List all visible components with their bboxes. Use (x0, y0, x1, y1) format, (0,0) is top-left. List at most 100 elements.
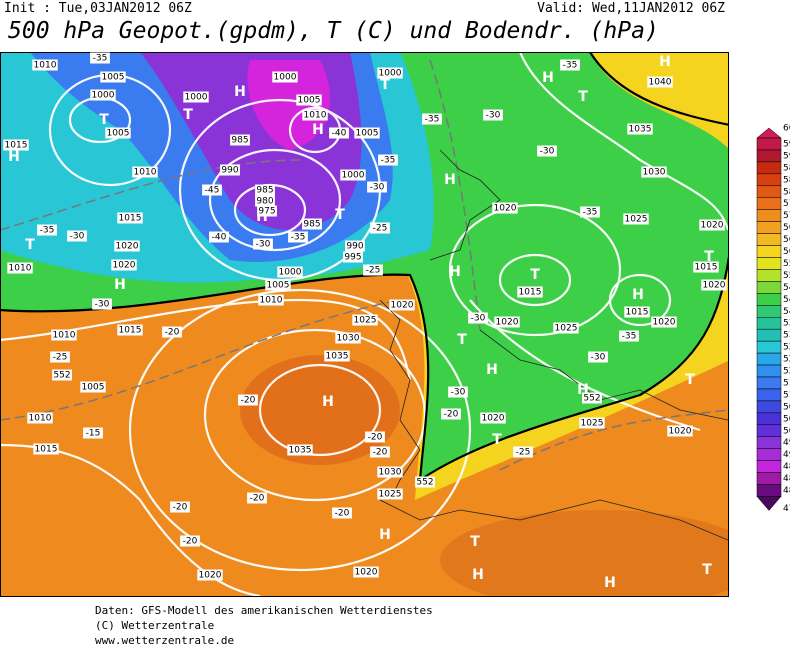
colorbar-swatch (756, 281, 782, 294)
contour-label-box (302, 218, 322, 230)
colorbar-swatch (756, 317, 782, 330)
contour-label: 1010 (7, 262, 33, 274)
contour-label-box (238, 394, 258, 406)
contour-label-box (422, 113, 442, 125)
colorbar-swatch (756, 340, 782, 354)
colorbar-label: 592 (783, 151, 790, 161)
contour-label-box (483, 109, 503, 121)
colorbar-swatch (756, 328, 782, 342)
contour-label-box (377, 466, 403, 478)
pressure-center-label: H (632, 287, 644, 303)
colorbar-swatch (756, 127, 782, 139)
contour-label-box (90, 89, 116, 101)
contour-label-box (170, 501, 190, 513)
contour-label-box (513, 446, 533, 458)
contour-label-box (389, 299, 415, 311)
colorbar-swatch (756, 484, 782, 497)
contour-label-box (354, 127, 380, 139)
contour-label-box (448, 386, 468, 398)
colorbar-label: 536 (783, 319, 790, 329)
contour-label-box (377, 67, 403, 79)
colorbar-swatch (756, 364, 782, 378)
contour-label-box (647, 76, 673, 88)
colorbar-label: 544 (783, 295, 790, 305)
contour-label: 1010 (258, 294, 284, 306)
contour-label: -30 (588, 351, 608, 363)
colorbar-label: 548 (783, 283, 790, 293)
contour-label-text: 1020 (391, 301, 414, 311)
contour-label: -30 (468, 312, 488, 324)
contour-label: 1020 (651, 316, 677, 328)
contour-label-text: -30 (486, 111, 501, 121)
contour-label-text: 1005 (298, 96, 321, 106)
contour-label: 1010 (32, 59, 58, 71)
contour-label-text: -40 (332, 129, 347, 139)
contour-label-box (345, 240, 365, 252)
contour-label-box (580, 206, 600, 218)
contour-label-text: 990 (346, 242, 363, 252)
contour-label-box (588, 351, 608, 363)
contour-label-box (92, 298, 112, 310)
contour-label-box (377, 488, 403, 500)
contour-label-text: -30 (256, 240, 271, 250)
colorbar-label: 508 (783, 402, 790, 412)
contour-label-text: -25 (373, 224, 388, 234)
contour-label-text: 1020 (355, 568, 378, 578)
colorbar-label: 572 (783, 211, 790, 221)
contour-label-box (255, 184, 275, 196)
contour-label-box (415, 476, 435, 488)
contour-label-box (180, 535, 200, 547)
contour-label-box (624, 306, 650, 318)
contour-label-text: 1020 (113, 261, 136, 271)
colorbar-swatch (756, 185, 782, 199)
contour-label-box (33, 443, 59, 455)
contour-label-text: -35 (93, 54, 108, 64)
contour-label-text: 1015 (119, 326, 142, 336)
contour-label: 1000 (183, 91, 209, 103)
contour-label-text: -20 (241, 396, 256, 406)
contour-label-text: -20 (250, 494, 265, 504)
contour-label-box (667, 425, 693, 437)
pressure-center-label: T (457, 332, 467, 348)
colorbar-label: 512 (783, 390, 790, 400)
contour-label: 1000 (90, 89, 116, 101)
contour-label: 1025 (553, 322, 579, 334)
init-time: Init : Tue,03JAN2012 06Z (4, 1, 192, 16)
pressure-center-label: T (578, 89, 588, 105)
pressure-center-label: H (322, 394, 334, 410)
contour-label-text: 1010 (304, 111, 327, 121)
pressure-center-label: T (183, 107, 193, 123)
contour-label-text: -35 (563, 61, 578, 71)
colorbar-label: 528 (783, 343, 790, 353)
contour-label-text: -25 (366, 266, 381, 276)
contour-label-box (370, 222, 390, 234)
pressure-center-label: H (449, 264, 461, 280)
pressure-center-label: H (542, 70, 554, 86)
contour-label-box (365, 431, 385, 443)
pressure-center-label: H (659, 54, 671, 70)
contour-label-text: 1000 (342, 171, 365, 181)
contour-label: 552 (582, 392, 602, 404)
contour-label-box (255, 195, 275, 207)
contour-label-text: -20 (183, 537, 198, 547)
contour-label-box (517, 286, 543, 298)
contour-label-text: -20 (173, 503, 188, 513)
colorbar-label: 596 (783, 139, 790, 149)
colorbar-label: 520 (783, 367, 790, 377)
contour-label-box (183, 91, 209, 103)
contour-label-text: -35 (291, 233, 306, 243)
contour-label-text: 1015 (626, 308, 649, 318)
contour-label-text: 1015 (35, 445, 58, 455)
contour-label-box (693, 261, 719, 273)
contour-label-box (117, 324, 143, 336)
colorbar-label: 504 (783, 414, 790, 424)
contour-label: 1025 (579, 417, 605, 429)
contour-label: -35 (90, 52, 110, 64)
colorbar-swatch (756, 197, 782, 210)
contour-label-box (553, 322, 579, 334)
contour-label-text: 1020 (482, 414, 505, 424)
contour-label: 1020 (492, 202, 518, 214)
colorbar-swatch (756, 472, 782, 485)
map: H T T H H T H H T T H H H H T H T H H T T H H T H H T T T 1010 1005 100… (0, 52, 729, 597)
